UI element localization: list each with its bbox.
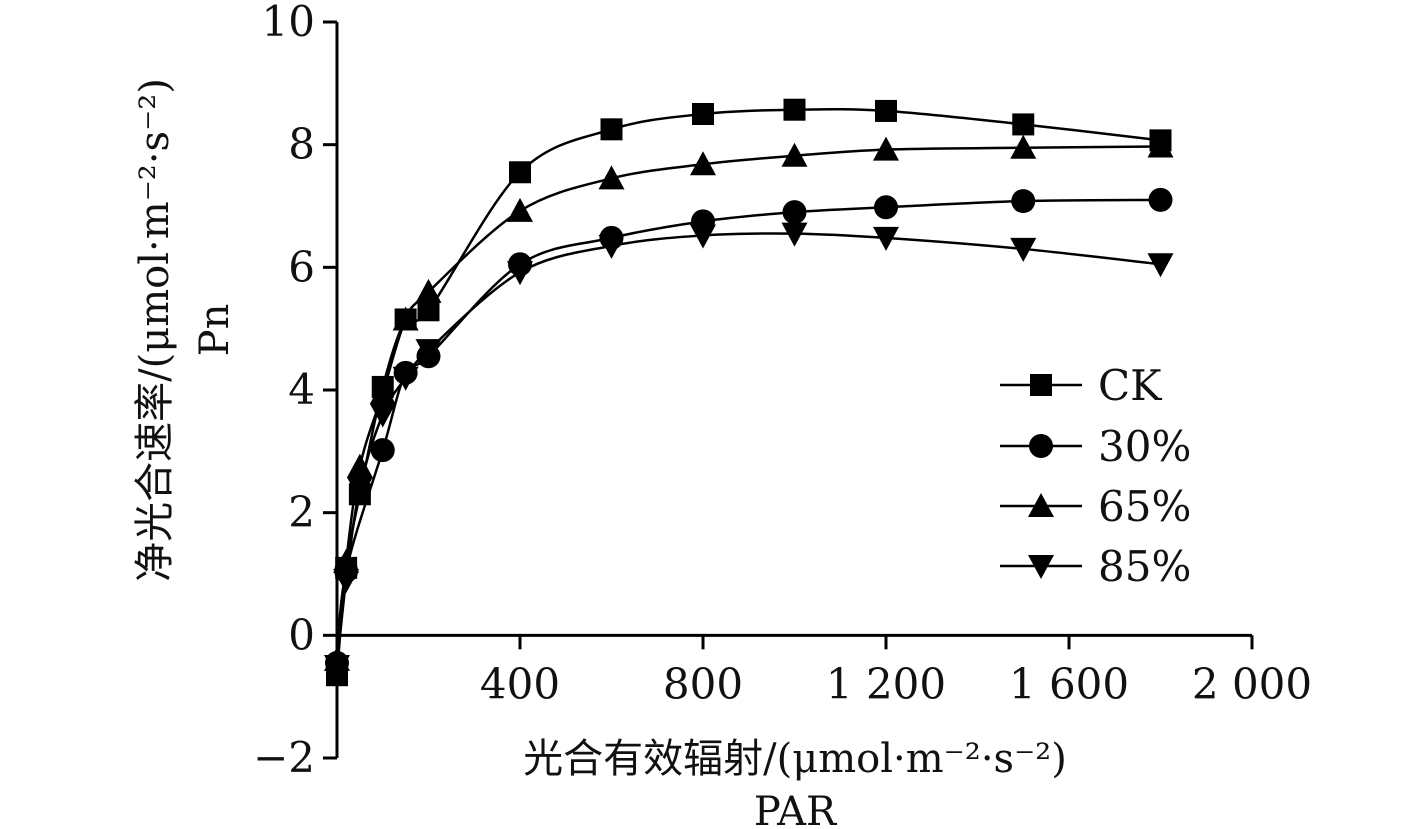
- series-85pct: [324, 222, 1174, 679]
- legend-item: 30%: [1000, 422, 1191, 471]
- data-point-30pct: [874, 195, 898, 220]
- data-point-85pct: [598, 234, 625, 259]
- y-tick-label: −2: [253, 733, 315, 782]
- data-point-85pct: [781, 222, 808, 247]
- x-tick-label: 400: [480, 659, 560, 708]
- data-point-85pct: [1028, 555, 1054, 579]
- y-tick-label: 8: [288, 120, 315, 169]
- series-line: [335, 145, 1161, 660]
- x-tick-label: 1 600: [1009, 659, 1129, 708]
- data-point-85pct: [346, 477, 373, 502]
- y-axis-subtitle: Pn: [192, 304, 238, 357]
- data-point-ck: [783, 98, 806, 121]
- data-point-65pct: [333, 548, 360, 573]
- data-point-30pct: [1148, 187, 1173, 212]
- x-axis-title: 光合有效辐射/(μmol·m⁻²·s⁻²): [523, 736, 1067, 782]
- legend-label: 85%: [1098, 542, 1191, 591]
- data-point-30pct: [1011, 189, 1036, 214]
- data-point-30pct: [370, 438, 395, 463]
- legend: CK 30% 65% 85%: [1000, 361, 1191, 591]
- data-point-30pct: [1029, 434, 1053, 458]
- series-layer: [324, 98, 1174, 687]
- y-tick-label: 10: [262, 0, 315, 46]
- y-axis-title: 净光合速率/(μmol·m⁻²·s⁻²): [132, 78, 178, 582]
- data-point-85pct: [324, 655, 350, 679]
- data-point-65pct: [1010, 134, 1037, 159]
- x-tick-label: 1 200: [826, 659, 946, 708]
- y-tick-label: 2: [288, 488, 315, 537]
- data-point-ck: [417, 299, 440, 322]
- y-tick-label: 4: [288, 365, 315, 414]
- data-point-85pct: [415, 339, 442, 364]
- data-point-65pct: [1147, 133, 1174, 158]
- data-point-65pct: [1028, 493, 1054, 517]
- data-point-ck: [1012, 113, 1035, 136]
- data-point-30pct: [782, 200, 807, 225]
- data-point-65pct: [346, 453, 373, 478]
- series-30pct: [325, 187, 1173, 675]
- data-point-85pct: [873, 226, 899, 251]
- legend-item: 85%: [1000, 542, 1191, 591]
- data-point-65pct: [392, 306, 419, 331]
- data-point-65pct: [507, 197, 533, 222]
- legend-item: 65%: [1000, 482, 1191, 531]
- data-point-ck: [692, 103, 714, 125]
- legend-label: 30%: [1098, 422, 1191, 471]
- data-point-85pct: [1147, 253, 1174, 278]
- data-point-85pct: [1010, 237, 1037, 262]
- y-tick-label: 6: [288, 242, 315, 291]
- data-point-65pct: [598, 165, 625, 190]
- data-point-65pct: [781, 142, 808, 167]
- data-point-85pct: [333, 569, 360, 594]
- data-point-85pct: [690, 224, 716, 249]
- series-line: [335, 198, 1161, 664]
- x-tick-label: 2 000: [1192, 659, 1312, 708]
- data-point-ck: [600, 118, 623, 141]
- series-65pct: [324, 133, 1174, 671]
- data-point-85pct: [369, 403, 396, 428]
- data-point-65pct: [415, 278, 442, 303]
- legend-label: CK: [1098, 361, 1163, 410]
- y-tick-label: 0: [288, 610, 315, 659]
- ticks: −2 0 2 4 6 8 10 400 800 1 200 1 600 2 000: [253, 0, 1312, 782]
- x-axis-subtitle: PAR: [754, 789, 838, 829]
- data-point-ck: [1030, 374, 1052, 396]
- legend-item: CK: [1000, 361, 1163, 410]
- data-point-ck: [509, 161, 531, 184]
- data-point-85pct: [507, 261, 533, 286]
- legend-label: 65%: [1098, 482, 1191, 531]
- data-point-85pct: [392, 366, 419, 391]
- data-point-65pct: [369, 380, 396, 405]
- x-tick-label: 800: [663, 659, 743, 708]
- data-point-ck: [875, 99, 897, 122]
- data-point-65pct: [873, 136, 899, 161]
- data-point-65pct: [690, 151, 716, 176]
